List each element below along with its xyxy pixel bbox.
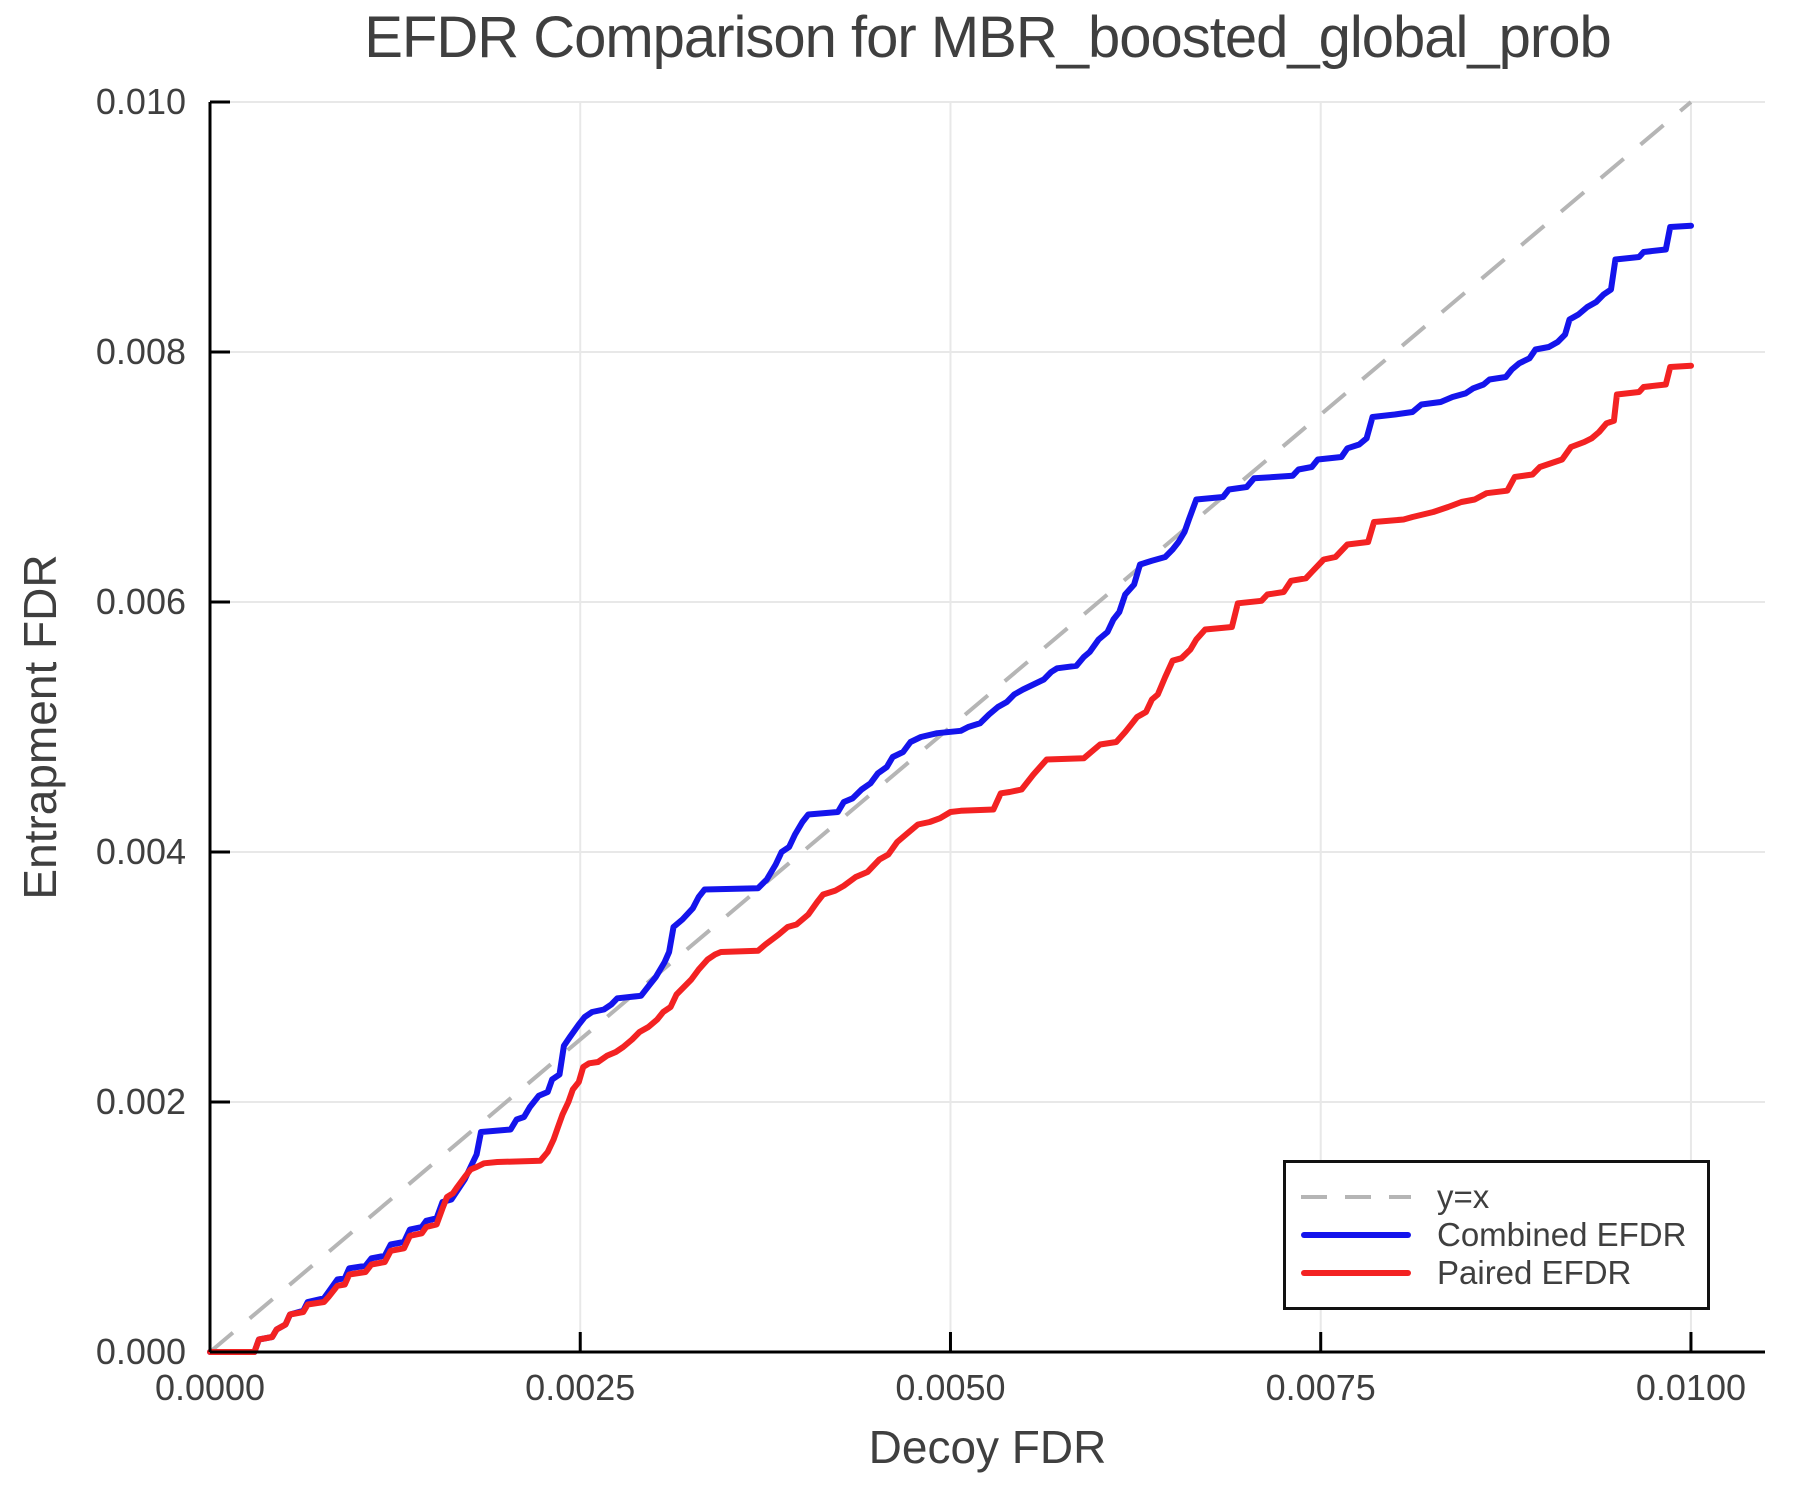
y-tick-label: 0.006 xyxy=(96,581,186,622)
legend-label: Paired EFDR xyxy=(1437,1254,1632,1291)
legend-entry-combined-efdr: Combined EFDR xyxy=(1301,1216,1707,1254)
y-tick-label: 0.000 xyxy=(96,1331,186,1372)
chart-title: EFDR Comparison for MBR_boosted_global_p… xyxy=(364,5,1612,70)
y-tick-label: 0.010 xyxy=(96,81,186,122)
x-tick-label: 0.0025 xyxy=(525,1367,635,1408)
reference-line-y-equals-x xyxy=(208,100,1693,1354)
y-tick-label: 0.004 xyxy=(96,831,186,872)
legend-line-sample xyxy=(1301,1270,1411,1276)
legend-label: Combined EFDR xyxy=(1437,1216,1687,1253)
y-tick-label: 0.008 xyxy=(96,331,186,372)
x-tick-label: 0.0000 xyxy=(155,1367,265,1408)
x-tick-label: 0.0075 xyxy=(1266,1367,1376,1408)
legend-line-sample xyxy=(1301,1232,1411,1238)
x-tick-label: 0.0100 xyxy=(1636,1367,1746,1408)
series-line-paired-efdr xyxy=(207,362,1694,1355)
legend-line-sample xyxy=(1301,1195,1411,1199)
y-tick-label: 0.002 xyxy=(96,1081,186,1122)
legend-entry-y-x: y=x xyxy=(1301,1178,1707,1216)
legend-box: y=x Combined EFDR Paired EFDR xyxy=(1283,1160,1710,1310)
y-axis-label: Entrapment FDR xyxy=(14,554,66,900)
x-tick-label: 0.0050 xyxy=(895,1367,1005,1408)
x-axis-label: Decoy FDR xyxy=(868,1421,1107,1473)
legend-label: y=x xyxy=(1437,1178,1490,1215)
legend-entry-paired-efdr: Paired EFDR xyxy=(1301,1254,1707,1292)
